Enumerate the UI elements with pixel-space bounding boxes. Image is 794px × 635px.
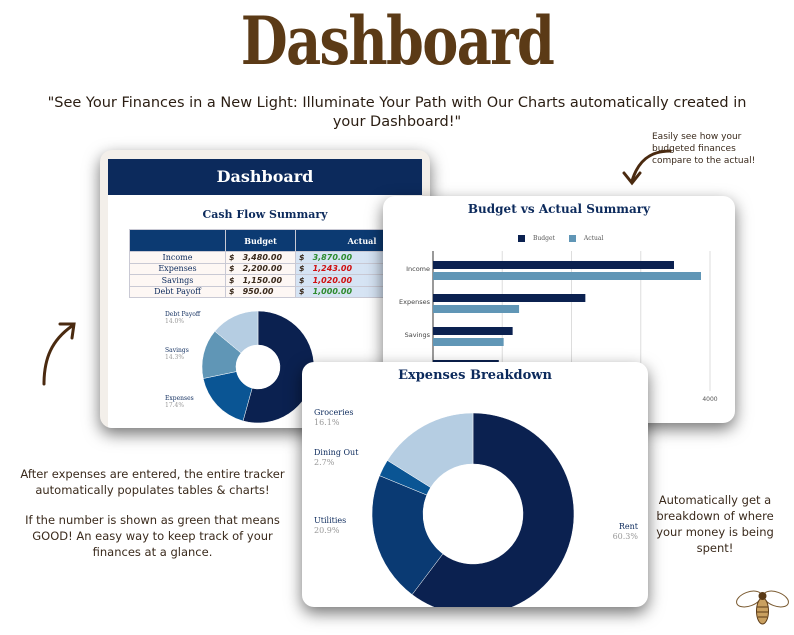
legend-swatch-budget bbox=[518, 235, 525, 242]
note-left-2: If the number is shown as green that mea… bbox=[25, 513, 280, 559]
slice-expenses bbox=[202, 371, 253, 422]
expenses-title: Expenses Breakdown bbox=[398, 368, 552, 383]
budget-cell: $950.00 bbox=[225, 285, 296, 298]
page-title: Dashboard bbox=[240, 2, 555, 80]
category-label: Income bbox=[406, 265, 430, 273]
note-top-right: Easily see how your budgeted finances co… bbox=[652, 132, 756, 166]
legend-label: Actual bbox=[583, 235, 604, 242]
bar-actual bbox=[433, 305, 520, 313]
note-right: Automatically get a breakdown of where y… bbox=[656, 493, 774, 555]
bar-actual bbox=[433, 338, 504, 346]
category-label: Expenses bbox=[399, 298, 431, 306]
slice-groceries bbox=[387, 412, 474, 488]
slice-debt-payoff bbox=[214, 310, 259, 354]
budget-cell: $1,150.00 bbox=[225, 274, 296, 287]
budget-cell: $2,200.00 bbox=[225, 262, 296, 275]
pie-label: Rent 60.3% bbox=[612, 522, 638, 541]
dashboard-header: Dashboard bbox=[108, 159, 422, 195]
col-header bbox=[129, 229, 226, 252]
slice-income bbox=[242, 310, 315, 424]
budget-cell: $3,480.00 bbox=[225, 251, 296, 264]
pie-label: Dining Out 2.7% bbox=[314, 448, 359, 467]
pie-label: Utilities 20.9% bbox=[314, 516, 347, 535]
category-label: Savings bbox=[405, 331, 431, 339]
row-label: Debt Payoff bbox=[129, 285, 226, 298]
arrow-icon bbox=[622, 149, 672, 186]
subtitle: "See Your Finances in a New Light: Illum… bbox=[47, 95, 747, 130]
legend: Budget Actual bbox=[518, 235, 603, 242]
row-label: Income bbox=[129, 251, 226, 264]
expenses-breakdown-card: Expenses Breakdown Groceries 16.1% Dining… bbox=[302, 362, 648, 607]
col-header: Budget bbox=[225, 229, 296, 252]
note-left-1: After expenses are entered, the entire t… bbox=[20, 467, 285, 497]
legend-label: Budget bbox=[533, 235, 555, 242]
pie-label: Savings 14.3% bbox=[165, 347, 189, 361]
bar-budget bbox=[433, 327, 513, 335]
legend-swatch-actual bbox=[568, 235, 576, 242]
pie-label: Debt Payoff 14.0% bbox=[165, 311, 201, 325]
cash-flow-title: Cash Flow Summary bbox=[202, 208, 328, 221]
pie-label: Groceries 16.1% bbox=[314, 408, 354, 427]
arrow-icon bbox=[42, 322, 76, 386]
pie-label: Expenses 17.4% bbox=[165, 395, 194, 409]
slice-rent bbox=[411, 412, 575, 607]
tick-label: 4000 bbox=[702, 396, 717, 403]
bar-budget bbox=[433, 261, 674, 269]
bar-actual bbox=[433, 272, 701, 280]
row-label: Expenses bbox=[129, 262, 226, 275]
bee-logo-icon bbox=[736, 590, 789, 625]
expenses-donut bbox=[371, 412, 575, 607]
cash-flow-donut bbox=[201, 310, 315, 424]
bar-chart-title: Budget vs Actual Summary bbox=[467, 202, 651, 216]
bar-budget bbox=[433, 294, 586, 302]
row-label: Savings bbox=[129, 274, 226, 287]
